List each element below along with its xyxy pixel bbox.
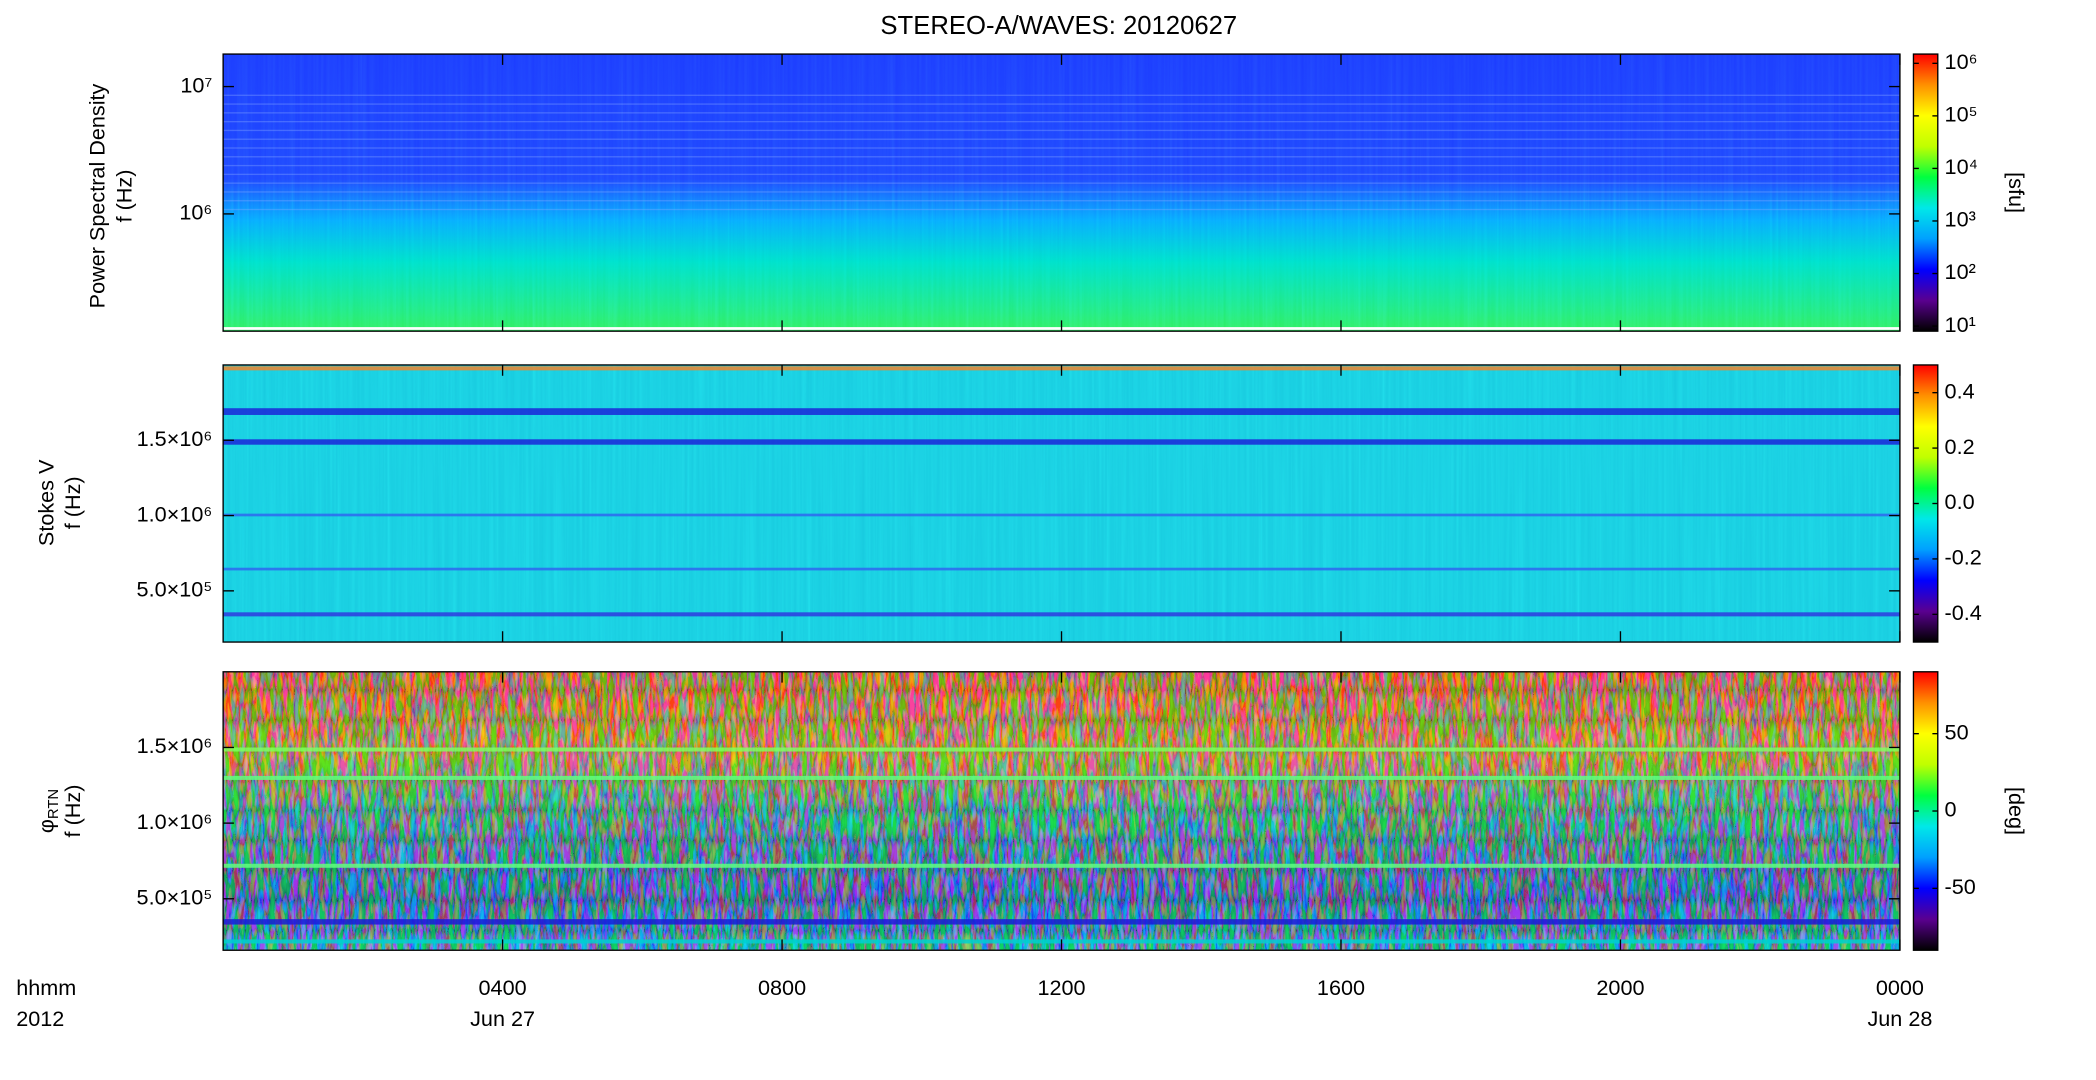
spectrogram-band [223,439,1900,445]
colorbar-tick-label: 10³ [1945,207,1976,232]
y-tick-label: 10⁶ [179,200,212,225]
spectrogram-band [223,775,1900,780]
spectrogram-band [223,208,1900,211]
colorbar-tick-label: -0.4 [1945,600,1982,625]
y-axis-label: Stokes V [33,459,58,546]
spectrogram-band [223,863,1900,868]
spectrogram-texture [223,671,1900,951]
y-axis-label-text: Stokes V [33,459,58,546]
x-tick-label: 0800 [758,975,806,1000]
spectrogram-band [223,191,1900,193]
spectrogram-band [223,513,1900,517]
spectrogram-texture [223,54,1900,332]
spectrogram-band [223,156,1900,158]
y-tick-label: 10⁷ [180,72,212,97]
spectrogram-band [223,612,1900,617]
y-axis-label-f: f (Hz) [60,785,85,838]
x-tick-label: 1200 [1037,975,1085,1000]
y-axis-label-sub: RTN [46,789,62,819]
spectrogram-texture [223,364,1900,643]
y-tick-label: 5.0×10⁵ [137,577,213,602]
y-axis-label-text: Power Spectral Density [84,83,109,308]
spectrogram-band [223,173,1900,176]
x-tick-date: Jun 27 [470,1006,535,1031]
x-tick-label: 2000 [1596,975,1644,1000]
x-axis-label: hhmm [16,975,76,1000]
spectrogram-band [223,182,1900,184]
spectrogram-band [223,164,1900,167]
x-tick-label: 1600 [1317,975,1365,1000]
colorbar-tick-label: -50 [1945,874,1976,899]
spectrogram-band [223,919,1900,925]
spectrogram-band [223,138,1900,140]
y-axis-label: φRTN [33,789,62,833]
colorbar-label: [deg] [2004,787,2029,835]
y-axis-label-text: φ [33,819,58,833]
colorbar-tick-label: 10² [1945,259,1976,284]
spectrogram-band [223,103,1900,105]
chart-title: STEREO-A/WAVES: 20120627 [880,12,1237,40]
colorbar-tick-label: 10⁶ [1945,49,1978,74]
colorbar-tick-label: 0.2 [1945,434,1975,459]
y-tick-label: 1.0×10⁶ [137,809,213,834]
colorbar-label: [sfu] [2004,172,2029,213]
colorbar-tick-label: 0 [1945,797,1957,822]
colorbar-tick-label: 10¹ [1945,312,1976,337]
y-tick-label: 5.0×10⁵ [137,885,213,910]
x-axis-label-year: 2012 [16,1006,64,1031]
spectrogram-band [223,94,1900,96]
colorbar-tick-label: 50 [1945,719,1969,744]
spectrogram-band [223,129,1900,132]
x-tick-label: 0000 [1876,975,1924,1000]
y-tick-label: 1.5×10⁶ [137,426,213,451]
colorbar-tick-label: 10⁵ [1945,102,1978,127]
colorbar-tick-label: 0.4 [1945,378,1975,403]
colorbar [1912,53,1939,332]
y-axis-label-f: f (Hz) [60,476,85,529]
x-tick-date: Jun 28 [1867,1006,1932,1031]
y-tick-label: 1.0×10⁶ [137,501,213,526]
spectrogram-band [223,747,1900,752]
spectrogram-band [223,567,1900,571]
x-tick-label: 0400 [479,975,527,1000]
colorbar-tick-label: 10⁴ [1945,154,1978,179]
spectrogram-band [223,112,1900,114]
spectrogram-band [223,200,1900,202]
y-axis-label-f: f (Hz) [111,170,136,223]
colorbar-tick-label: -0.2 [1945,545,1982,570]
colorbar-tick-label: 0.0 [1945,489,1975,514]
spectrogram-band [223,408,1900,415]
y-axis-label: Power Spectral Density [84,83,109,308]
spectrogram-band [223,120,1900,123]
y-tick-label: 1.5×10⁶ [137,733,213,758]
spectrogram-band [223,147,1900,149]
